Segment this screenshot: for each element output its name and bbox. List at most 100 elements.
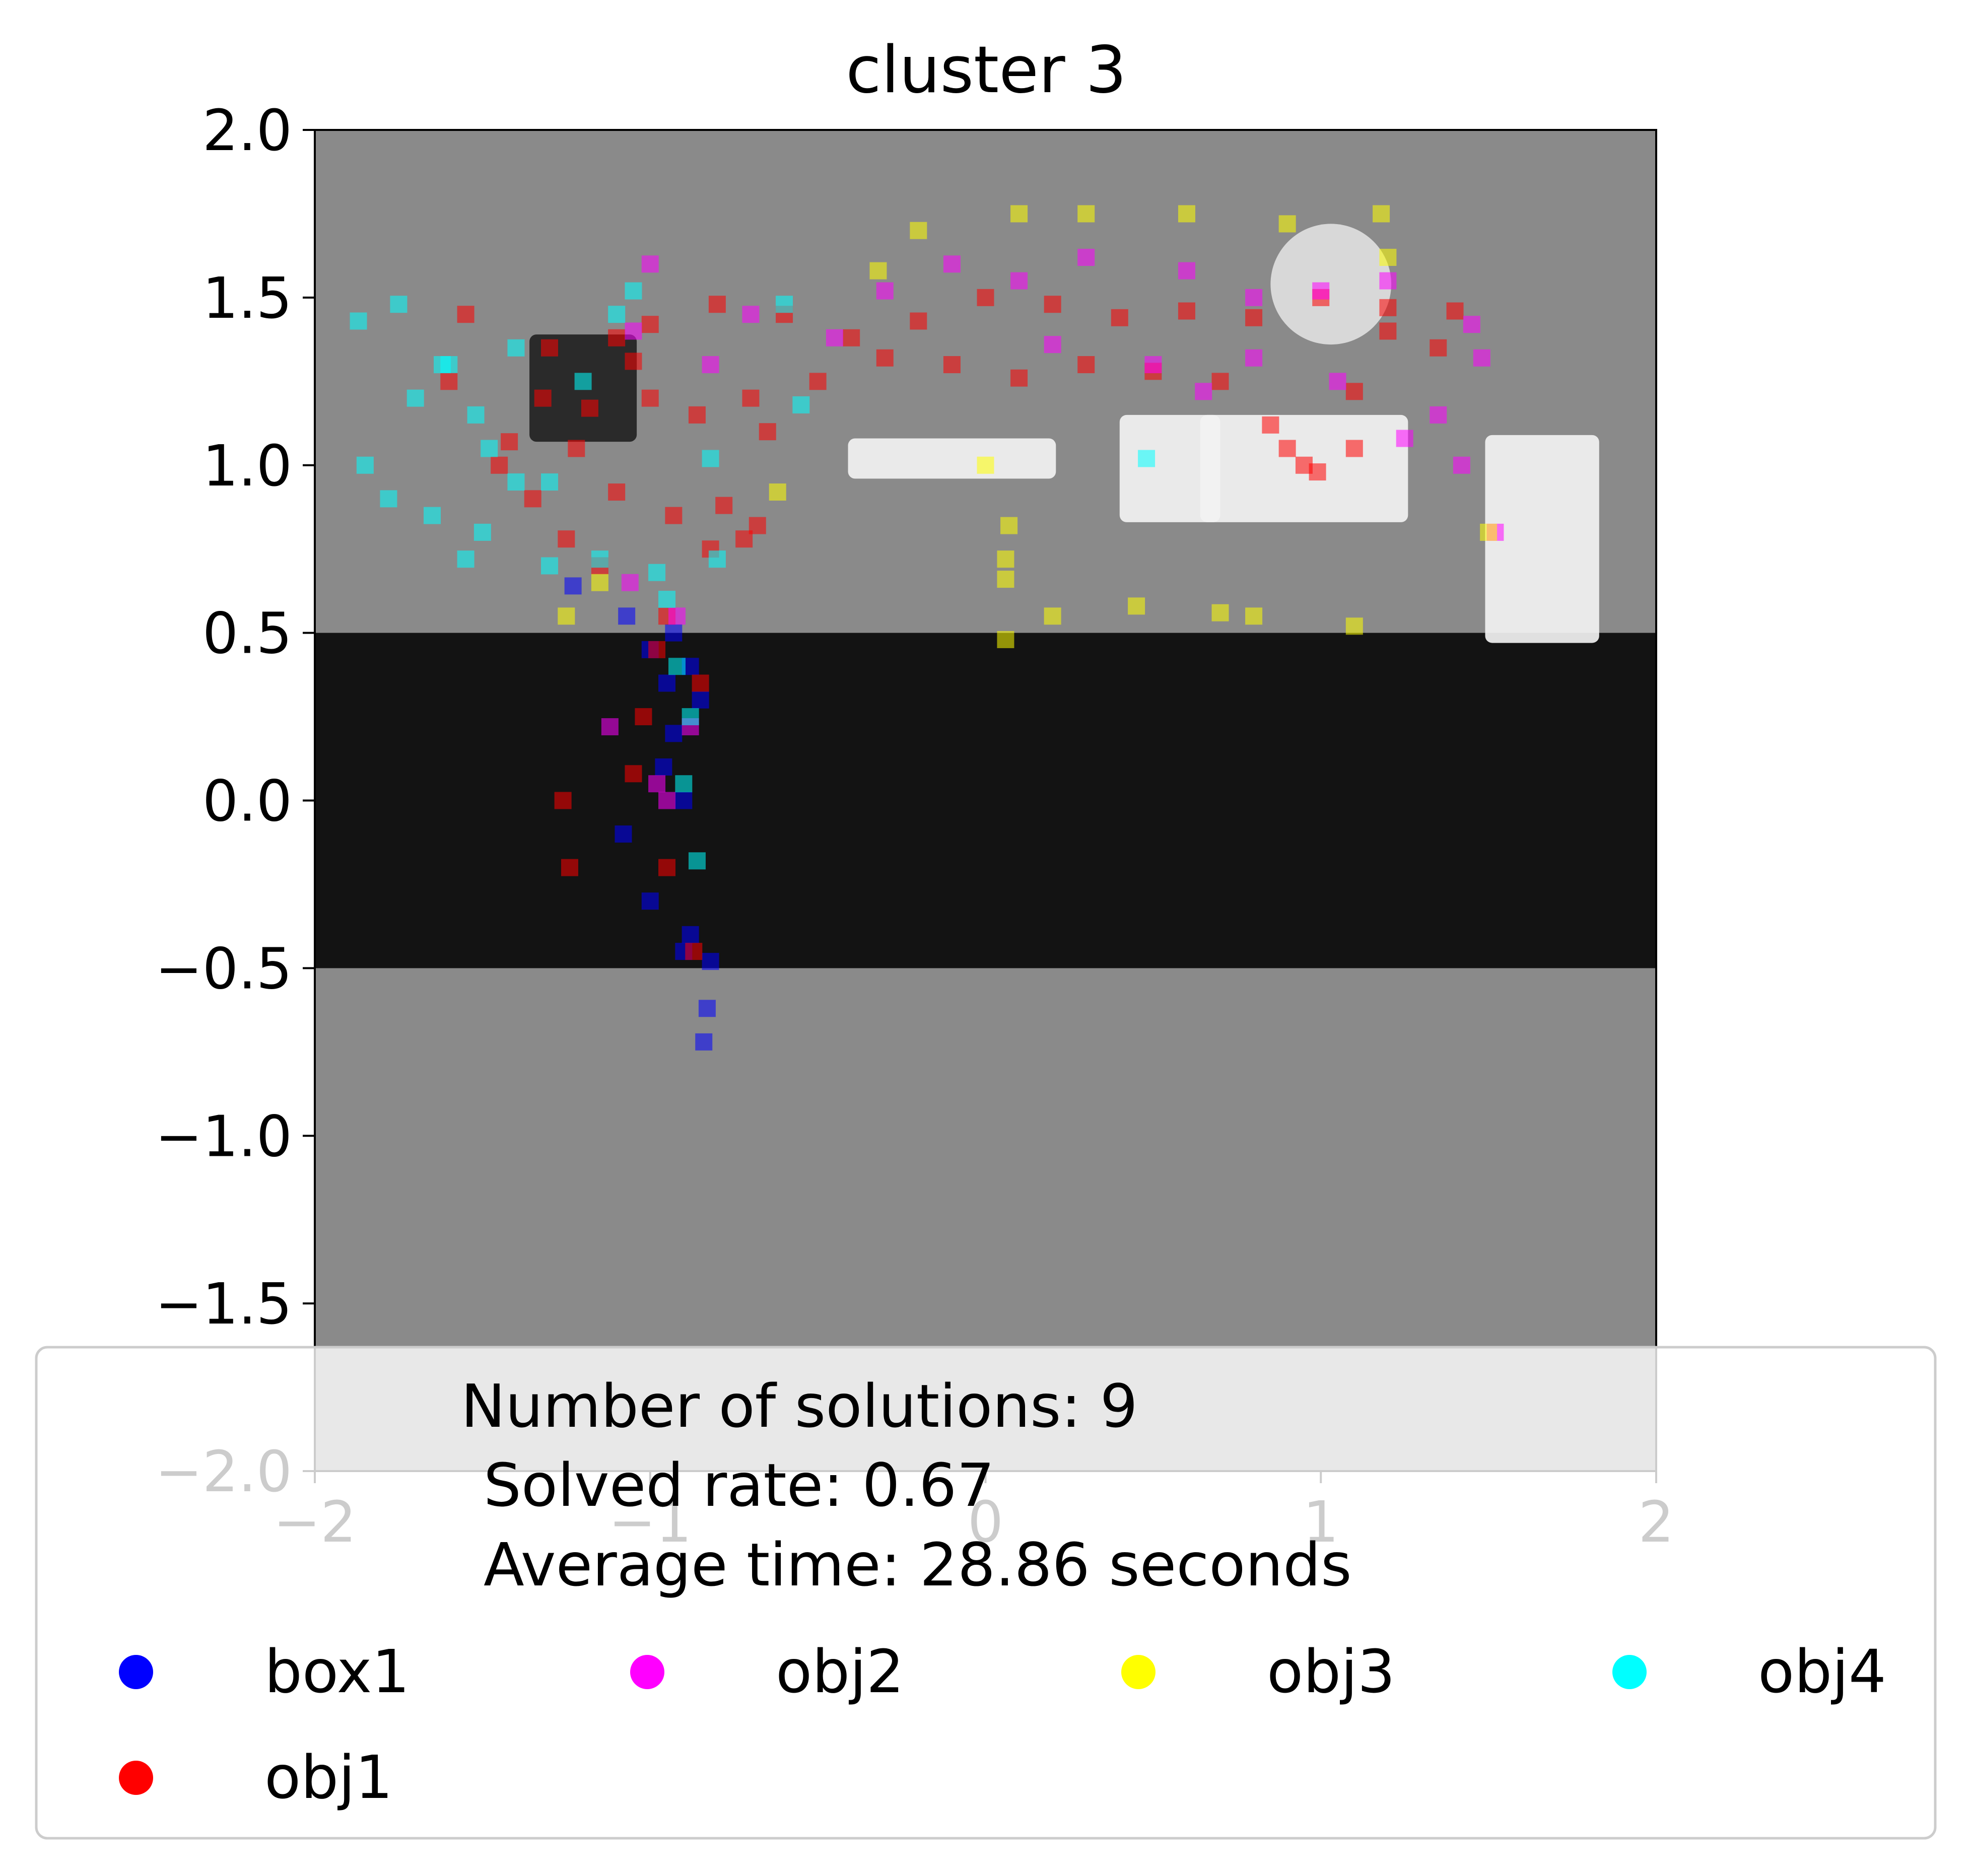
- data-point-box1: [695, 1033, 713, 1051]
- data-point-obj3: [1128, 597, 1145, 615]
- data-point-obj1: [665, 507, 683, 524]
- dark-band: [315, 633, 1656, 968]
- legend-stats-line: Solved rate: 0.67: [484, 1450, 994, 1520]
- data-point-box1: [698, 1000, 716, 1017]
- data-point-obj1: [641, 316, 659, 333]
- data-point-obj4: [792, 396, 810, 413]
- data-point-obj2: [1396, 430, 1413, 447]
- data-point-obj1: [1178, 302, 1195, 320]
- data-point-obj1: [561, 859, 578, 876]
- data-point-box1: [665, 725, 683, 742]
- legend-stats-line: Number of solutions: 9: [461, 1371, 1138, 1441]
- legend-box: [35, 1346, 1937, 1840]
- data-point-obj1: [558, 530, 575, 548]
- data-point-obj4: [688, 852, 706, 870]
- data-point-obj1: [943, 356, 961, 374]
- data-point-obj3: [997, 550, 1014, 568]
- data-point-obj4: [675, 775, 693, 793]
- data-point-obj2: [826, 329, 843, 346]
- data-point-obj2: [1379, 272, 1397, 290]
- data-point-obj4: [507, 339, 525, 357]
- y-tick-label: −0.5: [155, 936, 292, 1002]
- data-point-obj3: [1178, 205, 1195, 223]
- data-point-obj1: [688, 406, 706, 424]
- data-point-obj2: [1473, 349, 1490, 367]
- data-point-obj1: [685, 943, 703, 960]
- y-tick-label: 2.0: [202, 98, 292, 164]
- data-point-box1: [692, 691, 709, 709]
- data-point-obj4: [682, 708, 699, 726]
- data-point-obj3: [769, 483, 786, 501]
- data-point-obj1: [658, 859, 676, 876]
- data-point-obj4: [457, 550, 474, 568]
- legend-marker-box1: [119, 1655, 153, 1689]
- data-point-obj1: [708, 296, 726, 313]
- data-point-obj3: [1211, 604, 1229, 621]
- data-point-obj2: [1245, 289, 1263, 306]
- data-point-obj1: [440, 373, 458, 390]
- y-tick-label: 0.5: [202, 601, 292, 667]
- data-point-obj3: [1245, 607, 1263, 625]
- data-point-obj1: [876, 349, 894, 367]
- data-point-obj4: [708, 550, 726, 568]
- y-tick-label: 1.5: [202, 266, 292, 331]
- legend-label-obj1: obj1: [264, 1743, 393, 1812]
- data-point-obj1: [1077, 356, 1095, 374]
- data-point-obj1: [1446, 302, 1464, 320]
- data-point-obj2: [702, 356, 719, 374]
- data-point-obj2: [1144, 356, 1162, 374]
- legend-label-box1: box1: [264, 1637, 410, 1706]
- data-point-obj4: [625, 282, 642, 300]
- series-obj4: [350, 282, 1156, 870]
- data-point-obj1: [501, 433, 518, 451]
- legend-marker-obj3: [1121, 1655, 1156, 1689]
- data-point-obj1: [1044, 296, 1061, 313]
- obstacle-box: [1119, 414, 1220, 522]
- data-point-box1: [564, 577, 582, 595]
- data-point-obj1: [1278, 440, 1296, 457]
- legend-label-obj2: obj2: [776, 1637, 904, 1706]
- data-point-obj4: [424, 507, 441, 524]
- data-point-obj3: [910, 222, 927, 239]
- data-point-obj1: [1262, 416, 1279, 434]
- data-point-obj3: [1345, 617, 1363, 635]
- plot-background: [315, 130, 1656, 1471]
- data-point-obj2: [742, 306, 760, 323]
- data-point-obj2: [1312, 282, 1330, 300]
- data-point-obj2: [601, 718, 619, 736]
- data-point-obj3: [1278, 215, 1296, 233]
- obstacle-box: [848, 438, 1056, 479]
- data-point-box1: [702, 953, 719, 970]
- data-point-obj2: [625, 322, 642, 340]
- data-point-obj1: [1245, 309, 1263, 326]
- data-point-obj1: [1211, 373, 1229, 390]
- data-point-obj3: [558, 607, 575, 625]
- data-point-obj3: [997, 631, 1014, 648]
- y-tick-label: 0.0: [202, 769, 292, 835]
- legend: Number of solutions: 9 Solved rate: 0.67 A…: [35, 1346, 1937, 1840]
- data-point-obj2: [658, 792, 676, 809]
- data-point-obj1: [1345, 440, 1363, 457]
- data-point-obj1: [491, 456, 508, 474]
- data-point-obj4: [591, 550, 608, 568]
- data-point-obj1: [1111, 309, 1128, 326]
- data-point-obj1: [977, 289, 994, 306]
- data-point-obj1: [457, 306, 474, 323]
- data-point-obj1: [742, 389, 760, 407]
- data-point-obj1: [749, 517, 766, 534]
- data-point-obj3: [1077, 205, 1095, 223]
- data-point-obj2: [943, 255, 961, 273]
- y-tick-label: −1.5: [155, 1272, 292, 1337]
- data-point-obj4: [350, 312, 367, 330]
- legend-marker-obj4: [1612, 1655, 1647, 1689]
- data-point-obj2: [621, 574, 639, 591]
- data-point-obj4: [776, 296, 793, 313]
- data-point-obj1: [692, 674, 709, 692]
- data-point-obj1: [1379, 322, 1397, 340]
- data-point-obj1: [541, 339, 559, 357]
- data-point-obj2: [648, 775, 666, 793]
- legend-stats-line: Average time: 28.86 seconds: [484, 1530, 1352, 1600]
- data-point-obj4: [541, 473, 559, 491]
- data-point-obj4: [658, 591, 676, 608]
